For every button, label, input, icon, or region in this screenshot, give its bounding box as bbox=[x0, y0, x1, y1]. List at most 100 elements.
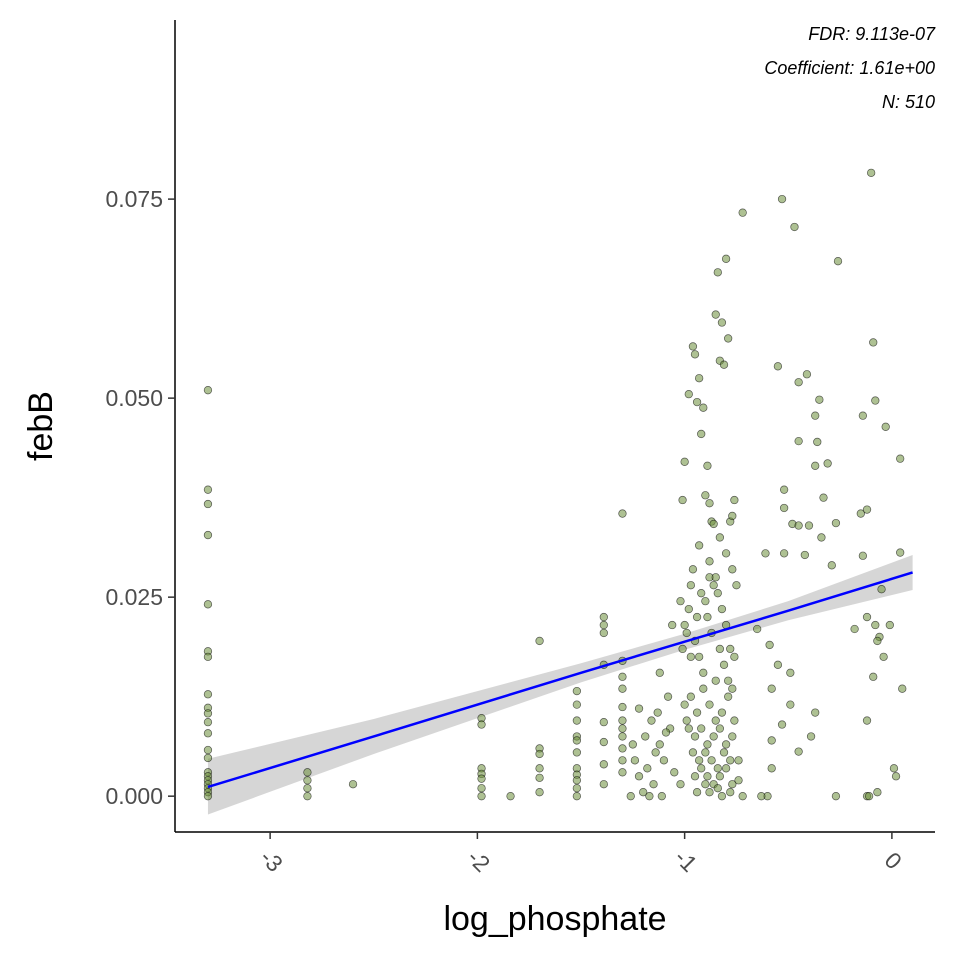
point bbox=[730, 716, 739, 725]
point bbox=[794, 521, 803, 530]
point bbox=[705, 499, 714, 508]
point bbox=[728, 511, 737, 521]
point bbox=[719, 660, 729, 669]
point bbox=[724, 334, 733, 343]
point bbox=[203, 753, 213, 763]
point bbox=[896, 454, 905, 463]
point bbox=[653, 708, 662, 717]
point bbox=[694, 756, 704, 765]
point bbox=[728, 684, 737, 693]
point bbox=[599, 737, 608, 747]
point bbox=[694, 652, 704, 662]
point bbox=[477, 774, 486, 783]
point bbox=[618, 702, 627, 712]
point bbox=[869, 672, 878, 681]
point bbox=[659, 756, 669, 765]
point bbox=[802, 370, 812, 379]
point bbox=[873, 636, 882, 646]
point bbox=[697, 764, 706, 773]
point bbox=[684, 604, 693, 614]
point bbox=[670, 768, 679, 777]
point bbox=[655, 740, 664, 749]
y-axis-title: febB bbox=[22, 391, 60, 461]
point bbox=[203, 792, 213, 801]
point bbox=[721, 740, 731, 749]
point bbox=[572, 792, 582, 801]
point bbox=[779, 549, 789, 558]
point bbox=[871, 396, 880, 405]
point bbox=[713, 784, 722, 793]
point bbox=[348, 780, 358, 789]
point bbox=[645, 792, 654, 801]
point bbox=[879, 652, 888, 662]
point bbox=[684, 390, 693, 399]
point bbox=[773, 362, 783, 371]
y-tick-label: 0.025 bbox=[105, 584, 163, 610]
point bbox=[804, 521, 814, 530]
point bbox=[705, 700, 714, 709]
point bbox=[709, 581, 718, 590]
point bbox=[715, 644, 725, 654]
point bbox=[815, 395, 824, 404]
point bbox=[794, 747, 803, 756]
point bbox=[678, 495, 687, 505]
point bbox=[707, 756, 716, 765]
point bbox=[881, 422, 890, 431]
point bbox=[719, 748, 729, 757]
point bbox=[668, 620, 677, 630]
point bbox=[701, 491, 710, 500]
x-tick-label: -2 bbox=[462, 844, 495, 877]
point bbox=[711, 676, 720, 685]
point bbox=[701, 596, 710, 606]
point bbox=[703, 772, 712, 781]
x-axis-title: log_phosphate bbox=[443, 900, 666, 938]
point bbox=[649, 780, 658, 789]
point bbox=[680, 700, 689, 709]
point bbox=[676, 780, 685, 789]
point bbox=[717, 792, 727, 801]
point bbox=[761, 549, 770, 558]
point bbox=[794, 378, 803, 387]
point bbox=[303, 768, 312, 777]
point bbox=[599, 780, 608, 789]
point bbox=[773, 660, 783, 669]
point bbox=[786, 668, 795, 677]
point bbox=[535, 764, 544, 773]
point bbox=[639, 788, 648, 797]
point bbox=[711, 716, 720, 725]
point bbox=[203, 729, 213, 738]
point bbox=[680, 620, 689, 630]
point bbox=[827, 561, 836, 570]
point bbox=[896, 548, 905, 557]
point bbox=[819, 493, 828, 502]
point bbox=[688, 565, 698, 574]
x-tick-label: -1 bbox=[670, 844, 703, 877]
point bbox=[203, 745, 213, 755]
point bbox=[765, 640, 774, 650]
point bbox=[703, 612, 712, 622]
point bbox=[777, 194, 787, 204]
point bbox=[477, 720, 486, 729]
point bbox=[688, 342, 698, 351]
point bbox=[709, 519, 718, 529]
point bbox=[203, 485, 213, 494]
point bbox=[699, 403, 708, 412]
point bbox=[732, 581, 741, 590]
point bbox=[535, 749, 544, 759]
point bbox=[831, 518, 841, 528]
point bbox=[738, 208, 747, 217]
point bbox=[641, 732, 650, 741]
point bbox=[618, 684, 627, 693]
point bbox=[779, 503, 789, 513]
point bbox=[599, 760, 608, 769]
point bbox=[203, 709, 213, 718]
point bbox=[813, 437, 822, 447]
point bbox=[728, 780, 737, 789]
point bbox=[858, 411, 868, 420]
point bbox=[806, 732, 816, 741]
point bbox=[703, 740, 712, 749]
point bbox=[794, 436, 803, 446]
point bbox=[203, 530, 213, 540]
point bbox=[817, 533, 826, 542]
